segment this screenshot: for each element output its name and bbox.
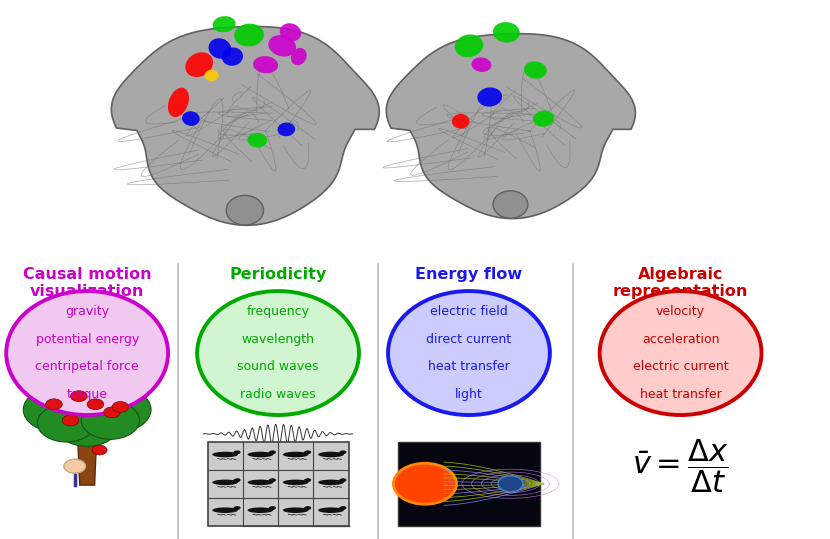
Ellipse shape [269,478,276,482]
Bar [398,442,540,526]
Polygon shape [386,34,636,219]
Circle shape [498,475,523,492]
Polygon shape [111,26,379,225]
Text: wavelength: wavelength [242,333,315,345]
Circle shape [393,463,456,505]
Ellipse shape [277,122,295,136]
Text: Algebraic
representation: Algebraic representation [613,267,749,299]
Ellipse shape [234,24,264,46]
Ellipse shape [247,452,273,457]
Text: frequency: frequency [247,305,310,318]
Ellipse shape [339,478,346,482]
Circle shape [87,399,104,410]
Text: light: light [455,388,483,402]
Circle shape [23,387,93,432]
Ellipse shape [524,61,547,79]
Circle shape [104,407,120,418]
Ellipse shape [233,478,241,482]
Ellipse shape [493,191,528,218]
Ellipse shape [304,451,311,454]
Text: Causal motion
visualization: Causal motion visualization [23,267,151,299]
Text: velocity: velocity [656,305,706,318]
Ellipse shape [339,451,346,454]
Ellipse shape [222,47,243,66]
Text: electric current: electric current [632,361,729,374]
Text: $\bar{v} = \dfrac{\Delta x}{\Delta t}$: $\bar{v} = \dfrac{\Delta x}{\Delta t}$ [632,438,729,495]
Text: radio waves: radio waves [240,388,316,402]
Text: heat transfer: heat transfer [428,361,510,374]
Ellipse shape [318,507,344,513]
Circle shape [81,387,151,432]
Text: Periodicity: Periodicity [229,267,327,282]
Ellipse shape [269,506,276,510]
Circle shape [81,402,139,439]
Text: heat transfer: heat transfer [640,388,721,402]
Ellipse shape [247,480,273,485]
Text: centripetal force: centripetal force [36,361,139,374]
Circle shape [42,364,133,423]
Circle shape [46,399,62,410]
Ellipse shape [493,22,520,43]
Ellipse shape [304,478,311,482]
Ellipse shape [283,452,309,457]
Ellipse shape [533,110,554,127]
Polygon shape [77,426,97,485]
Ellipse shape [182,111,200,126]
Text: Energy flow: Energy flow [415,267,523,282]
Ellipse shape [269,451,276,454]
Ellipse shape [304,506,311,510]
Text: electric field: electric field [430,305,508,318]
Ellipse shape [168,88,189,117]
Ellipse shape [185,52,213,77]
Ellipse shape [212,480,238,485]
Text: gravity: gravity [65,305,110,318]
Text: direct current: direct current [427,333,511,345]
Circle shape [112,402,129,412]
Text: acceleration: acceleration [642,333,720,345]
Ellipse shape [455,34,483,57]
Ellipse shape [247,133,267,148]
Ellipse shape [477,87,502,107]
Ellipse shape [198,291,359,415]
Circle shape [71,391,87,402]
Ellipse shape [212,16,236,32]
Ellipse shape [388,291,549,415]
Ellipse shape [283,480,309,485]
Ellipse shape [452,114,470,129]
Bar [208,442,349,526]
Ellipse shape [339,506,346,510]
Ellipse shape [599,291,762,415]
Ellipse shape [212,507,238,513]
Ellipse shape [471,58,491,72]
Text: torque: torque [66,388,108,402]
Ellipse shape [6,291,168,415]
Circle shape [92,445,107,455]
Ellipse shape [212,452,238,457]
Ellipse shape [233,451,241,454]
Circle shape [37,404,95,442]
Ellipse shape [318,452,344,457]
Circle shape [56,405,119,446]
Circle shape [62,415,79,426]
Ellipse shape [226,195,264,225]
Text: sound waves: sound waves [237,361,319,374]
Ellipse shape [233,506,241,510]
Ellipse shape [204,70,219,81]
Ellipse shape [208,38,232,59]
Text: potential energy: potential energy [36,333,139,345]
Ellipse shape [247,507,273,513]
Ellipse shape [280,23,301,42]
Ellipse shape [283,507,309,513]
Ellipse shape [268,35,296,57]
Ellipse shape [253,56,278,73]
Ellipse shape [318,480,344,485]
Circle shape [64,459,85,473]
Ellipse shape [290,48,307,65]
